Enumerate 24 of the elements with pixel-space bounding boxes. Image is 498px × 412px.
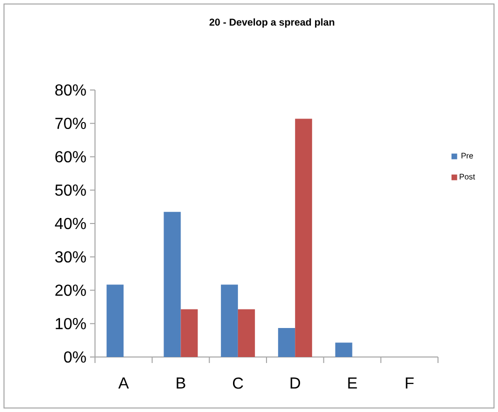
bar bbox=[295, 118, 312, 357]
x-tick-label: C bbox=[232, 378, 244, 389]
x-tick-label: B bbox=[176, 378, 186, 388]
x-tick-label: A bbox=[118, 378, 129, 388]
bar bbox=[278, 328, 296, 357]
y-tick-label: 70% bbox=[55, 118, 86, 130]
y-tick-label: 20% bbox=[55, 284, 86, 296]
bar bbox=[106, 284, 124, 357]
y-tick-label: 40% bbox=[54, 218, 86, 230]
x-tick-label: D bbox=[290, 378, 300, 388]
bar bbox=[164, 212, 181, 357]
y-tick-label: 10% bbox=[56, 318, 86, 330]
bar bbox=[238, 309, 255, 357]
y-tick-label: 60% bbox=[55, 151, 86, 162]
y-tick-label: 80% bbox=[55, 84, 86, 96]
y-tick-label: 0% bbox=[64, 351, 86, 363]
y-tick-label: 30% bbox=[55, 251, 86, 263]
y-tick-label: 50% bbox=[55, 184, 86, 196]
bar bbox=[180, 309, 198, 357]
bar bbox=[220, 284, 238, 357]
x-tick-label: F bbox=[406, 378, 414, 388]
bar bbox=[335, 342, 352, 357]
x-tick-label: E bbox=[348, 378, 357, 388]
chart-title: 20 - Develop a spread plan bbox=[210, 18, 334, 28]
